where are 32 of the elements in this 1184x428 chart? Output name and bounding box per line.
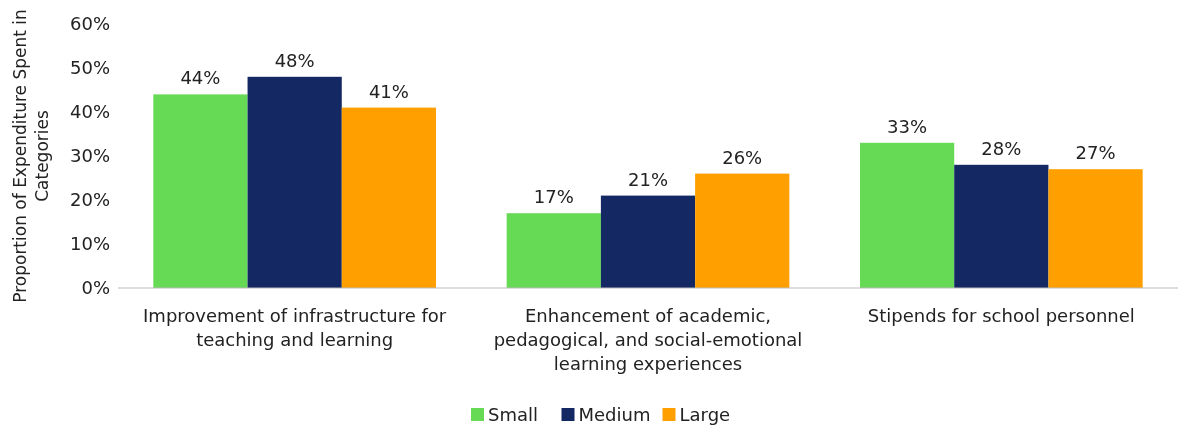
y-axis-title: Proportion of Expenditure Spent in Categories	[10, 9, 52, 303]
bar	[506, 213, 601, 288]
data-label: 17%	[533, 186, 574, 208]
data-label: 44%	[180, 67, 221, 89]
legend-label: Large	[679, 404, 731, 425]
bar	[954, 164, 1049, 288]
data-label: 41%	[368, 80, 409, 102]
y-tick-label: 40%	[69, 101, 110, 123]
x-tick-label: Enhancement of academic, pedagogical, and social-emotional learning experiences	[493, 305, 803, 374]
legend-label: Small	[488, 404, 538, 425]
bar	[341, 107, 436, 288]
data-label: 26%	[722, 146, 763, 168]
y-tick-label: 0%	[81, 277, 110, 299]
data-label: 27%	[1075, 142, 1116, 164]
data-label: 33%	[887, 115, 928, 137]
bar	[695, 173, 790, 288]
bar	[600, 195, 696, 288]
bar	[153, 94, 248, 288]
y-tick-label: 30%	[69, 145, 110, 167]
x-tick-label: Improvement of infrastructure for teaching and learning	[143, 305, 447, 350]
data-label: 21%	[627, 168, 669, 190]
y-tick-label: 20%	[69, 189, 110, 211]
bar	[247, 76, 342, 288]
bar	[860, 142, 955, 288]
data-label: 28%	[981, 137, 1022, 159]
y-tick-label: 10%	[69, 233, 110, 255]
bar	[1048, 169, 1143, 288]
data-label: 48%	[274, 49, 315, 71]
y-tick-label: 60%	[69, 13, 110, 35]
legend-label: Medium	[578, 404, 651, 425]
x-tick-label: Stipends for school personnel	[867, 305, 1135, 326]
y-tick-label: 50%	[69, 57, 110, 79]
